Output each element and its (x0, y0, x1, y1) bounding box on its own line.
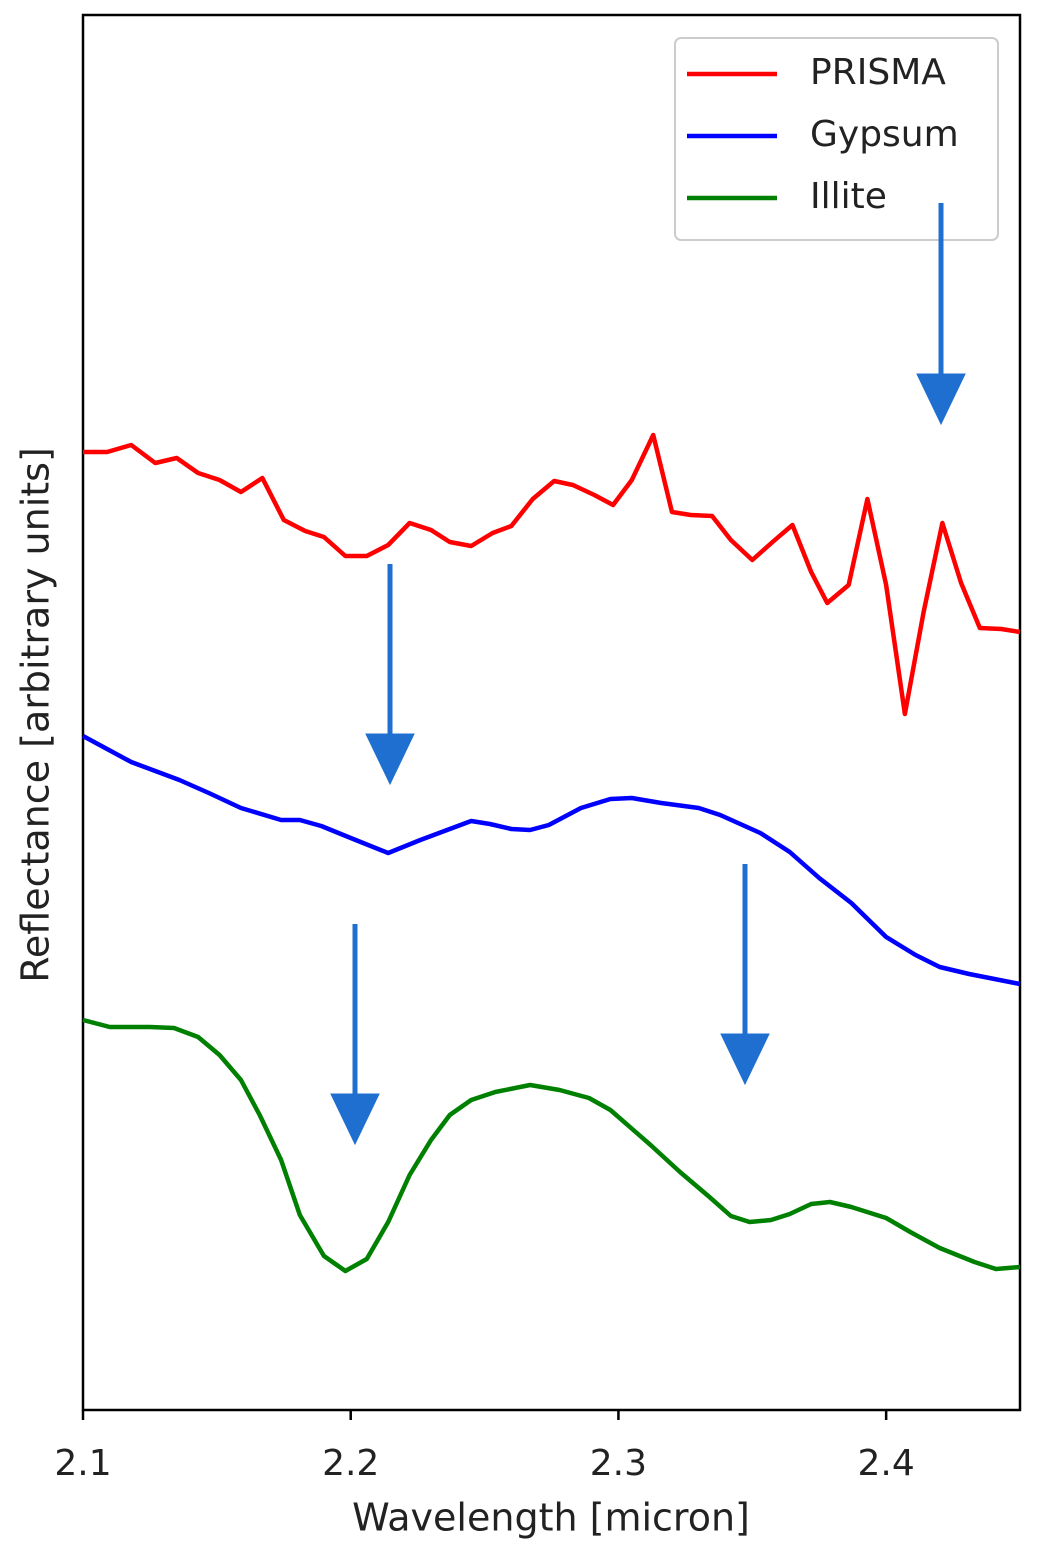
x-tick-label: 2.3 (590, 1443, 647, 1484)
x-tick-label: 2.2 (322, 1443, 379, 1484)
arrow-head (916, 373, 966, 426)
plot-frame (81, 13, 1022, 1412)
x-tick-label: 2.1 (54, 1443, 111, 1484)
arrow-head (330, 1093, 380, 1146)
arrow-head (365, 733, 415, 786)
x-tick-label: 2.4 (858, 1443, 915, 1484)
x-axis-label: Wavelength [micron] (352, 1496, 750, 1540)
data-line (83, 432, 1021, 717)
legend-label: Illite (810, 176, 887, 217)
legend-box (674, 37, 999, 241)
data-line (81, 734, 1021, 987)
legend-label: PRISMA (810, 52, 946, 93)
y-axis-label: Reflectance [arbitrary units] (14, 447, 58, 983)
arrow-head (720, 1033, 770, 1086)
legend-label: Gypsum (810, 114, 959, 155)
data-line (82, 1017, 1021, 1274)
annotation-arrows (330, 203, 966, 1146)
